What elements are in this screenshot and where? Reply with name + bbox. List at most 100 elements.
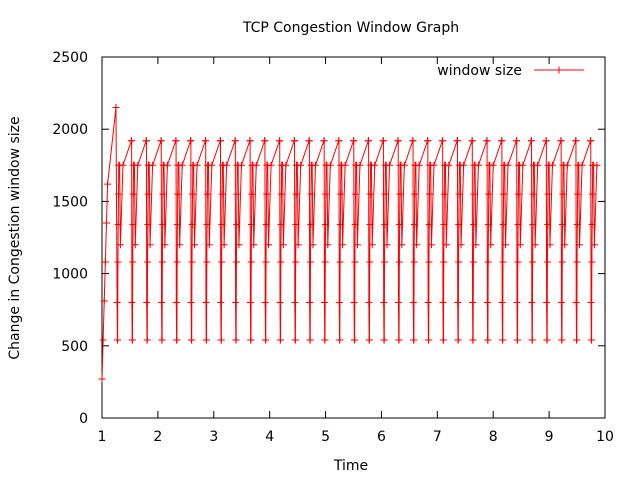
- data-point: [149, 161, 157, 169]
- data-point: [265, 241, 273, 249]
- data-point: [455, 258, 463, 266]
- data-point: [262, 258, 270, 266]
- legend-series-label: window size: [437, 63, 522, 79]
- data-point: [306, 336, 314, 344]
- data-point: [455, 190, 463, 198]
- data-point: [440, 258, 448, 266]
- data-point: [309, 241, 317, 249]
- data-point: [587, 137, 595, 145]
- data-point: [143, 298, 151, 306]
- data-point: [383, 241, 391, 249]
- legend-series-marker: [555, 66, 563, 74]
- data-point: [305, 137, 313, 145]
- data-point: [324, 241, 332, 249]
- data-point: [499, 336, 507, 344]
- data-point: [445, 161, 453, 169]
- data-point: [335, 137, 343, 145]
- data-point: [371, 161, 379, 169]
- data-point: [277, 336, 285, 344]
- data-point: [104, 180, 112, 188]
- data-point: [250, 241, 258, 249]
- x-tick-label: 1: [98, 429, 107, 445]
- data-point: [572, 137, 580, 145]
- data-point: [365, 336, 373, 344]
- data-point: [142, 137, 150, 145]
- data-point: [218, 221, 226, 229]
- data-point: [455, 221, 463, 229]
- data-point: [190, 241, 198, 249]
- data-point: [454, 336, 462, 344]
- data-point: [218, 190, 226, 198]
- data-point: [223, 161, 231, 169]
- data-point: [235, 241, 243, 249]
- data-point: [457, 241, 465, 249]
- data-point: [366, 221, 374, 229]
- data-point: [442, 241, 450, 249]
- data-point: [159, 221, 167, 229]
- data-point: [174, 190, 182, 198]
- data-point: [424, 298, 432, 306]
- y-tick-label: 1500: [52, 194, 88, 210]
- data-point: [468, 137, 476, 145]
- data-point: [576, 241, 584, 249]
- x-tick-label: 10: [596, 429, 614, 445]
- data-point: [252, 161, 260, 169]
- data-point: [231, 137, 239, 145]
- data-point: [351, 258, 359, 266]
- x-tick-label: 8: [489, 429, 498, 445]
- data-point: [499, 258, 507, 266]
- data-point: [102, 219, 110, 227]
- data-point: [587, 298, 595, 306]
- data-point: [528, 298, 536, 306]
- data-point: [291, 137, 299, 145]
- plot-frame: [101, 56, 606, 419]
- x-tick-label: 2: [153, 429, 162, 445]
- data-point: [425, 221, 433, 229]
- data-point: [593, 161, 601, 169]
- y-tick-label: 2000: [52, 122, 88, 138]
- data-point: [563, 161, 571, 169]
- data-point: [366, 258, 374, 266]
- data-point: [484, 258, 492, 266]
- data-point: [128, 336, 136, 344]
- data-point: [514, 258, 522, 266]
- data-point: [307, 190, 315, 198]
- data-point: [356, 161, 364, 169]
- data-point: [248, 190, 256, 198]
- data-point: [232, 298, 240, 306]
- data-point: [320, 137, 328, 145]
- data-point: [413, 241, 421, 249]
- data-point: [101, 258, 109, 266]
- data-point: [297, 161, 305, 169]
- data-point: [129, 190, 137, 198]
- data-point: [99, 336, 107, 344]
- data-point: [381, 190, 389, 198]
- x-tick-label: 6: [377, 429, 386, 445]
- data-point: [514, 221, 522, 229]
- data-point: [365, 298, 373, 306]
- data-point: [292, 221, 300, 229]
- data-point: [203, 190, 211, 198]
- data-point: [161, 241, 169, 249]
- x-tick-label: 7: [433, 429, 442, 445]
- data-point: [529, 221, 537, 229]
- data-point: [262, 336, 270, 344]
- data-point: [395, 336, 403, 344]
- axis-ticks: [101, 56, 606, 419]
- data-point: [248, 221, 256, 229]
- data-point: [100, 297, 108, 305]
- data-point: [193, 161, 201, 169]
- data-point: [159, 190, 167, 198]
- data-point: [187, 137, 195, 145]
- data-point: [203, 258, 211, 266]
- data-point: [172, 137, 180, 145]
- data-point: [114, 258, 122, 266]
- data-point: [544, 190, 552, 198]
- data-point: [188, 336, 196, 344]
- data-point: [365, 137, 373, 145]
- data-point: [454, 298, 462, 306]
- data-point: [307, 221, 315, 229]
- data-point: [237, 161, 245, 169]
- data-point: [573, 336, 581, 344]
- data-point: [320, 298, 328, 306]
